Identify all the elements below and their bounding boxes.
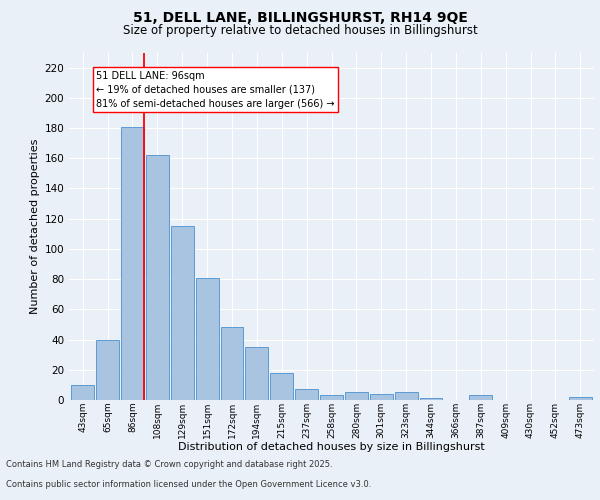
Text: Contains HM Land Registry data © Crown copyright and database right 2025.: Contains HM Land Registry data © Crown c… <box>6 460 332 469</box>
Bar <box>171 226 194 400</box>
Bar <box>419 398 442 400</box>
Bar <box>96 340 119 400</box>
Text: Size of property relative to detached houses in Billingshurst: Size of property relative to detached ho… <box>122 24 478 37</box>
Bar <box>370 394 393 400</box>
Bar <box>569 397 592 400</box>
Bar <box>395 392 418 400</box>
Text: 51, DELL LANE, BILLINGSHURST, RH14 9QE: 51, DELL LANE, BILLINGSHURST, RH14 9QE <box>133 12 467 26</box>
Bar <box>221 328 244 400</box>
Bar <box>71 385 94 400</box>
Bar <box>469 396 492 400</box>
Bar <box>245 347 268 400</box>
Bar <box>196 278 218 400</box>
Y-axis label: Number of detached properties: Number of detached properties <box>30 138 40 314</box>
Bar <box>320 396 343 400</box>
Bar <box>270 373 293 400</box>
Bar <box>345 392 368 400</box>
Text: 51 DELL LANE: 96sqm
← 19% of detached houses are smaller (137)
81% of semi-detac: 51 DELL LANE: 96sqm ← 19% of detached ho… <box>97 70 335 108</box>
Bar <box>121 126 144 400</box>
Text: Contains public sector information licensed under the Open Government Licence v3: Contains public sector information licen… <box>6 480 371 489</box>
X-axis label: Distribution of detached houses by size in Billingshurst: Distribution of detached houses by size … <box>178 442 485 452</box>
Bar <box>295 390 318 400</box>
Bar <box>146 155 169 400</box>
